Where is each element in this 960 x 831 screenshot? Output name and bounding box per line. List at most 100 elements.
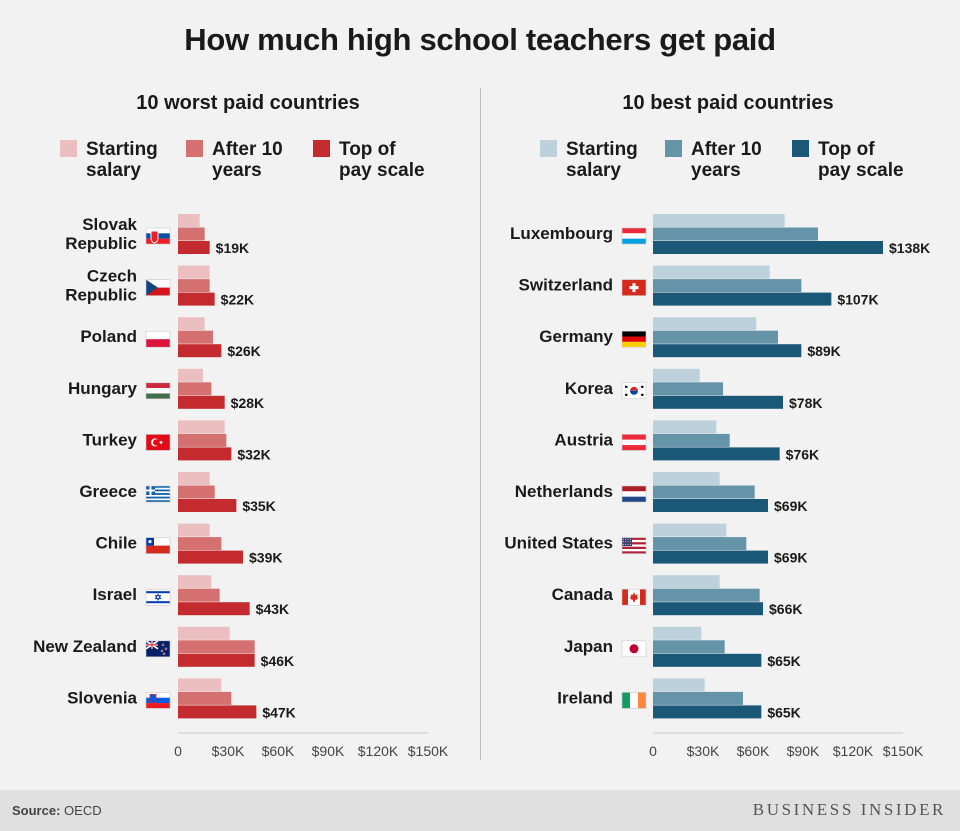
bar-top (178, 241, 210, 254)
source-note: Source: OECD (12, 803, 102, 818)
value-label: $28K (231, 395, 264, 411)
country-name: Switzerland (519, 276, 613, 295)
bar-starting (178, 523, 210, 537)
new-zealand-flag (145, 640, 171, 658)
country-name: Austria (554, 430, 613, 449)
chart-title: 10 best paid countries (622, 92, 833, 114)
canada-flag (621, 588, 647, 606)
value-label: $107K (837, 292, 878, 308)
country-name: Republic (65, 234, 137, 253)
brand-logo: BUSINESS INSIDER (752, 800, 946, 819)
bar-top (653, 344, 802, 358)
category-group: Switzerland $107K (519, 265, 879, 308)
slovenia-flag (145, 692, 171, 709)
bar-starting (178, 214, 200, 227)
value-label: $47K (262, 704, 295, 720)
korea-flag (621, 382, 647, 400)
country-name: Luxembourg (510, 224, 613, 243)
legend-label: years (691, 160, 741, 181)
legend-swatch (186, 140, 203, 157)
bar-after10 (653, 588, 760, 602)
category-group: Poland $26K (80, 317, 261, 359)
country-name: Hungary (68, 379, 138, 398)
netherlands-flag (621, 485, 647, 503)
page-title: How much high school teachers get paid (184, 22, 776, 57)
legend-swatch (60, 140, 77, 157)
legend-label: Starting (86, 139, 158, 160)
category-group: Israel $43K (93, 575, 289, 617)
x-tick-label: 0 (649, 743, 657, 759)
hungary-flag (145, 382, 171, 400)
legend-label: salary (86, 160, 141, 181)
bar-starting (178, 678, 222, 692)
category-group: Greece $35K (79, 472, 276, 514)
austria-flag (621, 434, 647, 451)
category-group: New Zealand $46K (33, 626, 294, 669)
bar-top (178, 395, 225, 409)
bar-top (653, 705, 762, 719)
legend-label: pay scale (818, 160, 904, 181)
legend-label: Top of (339, 139, 396, 160)
bar-after10 (653, 433, 730, 447)
germany-flag (621, 330, 647, 348)
x-tick-label: $90K (787, 743, 820, 759)
country-name: Poland (80, 327, 137, 346)
value-label: $35K (242, 498, 275, 514)
chile-flag (145, 537, 171, 554)
bar-top (178, 292, 215, 306)
united-states-flag (621, 537, 647, 554)
bar-top (653, 602, 763, 616)
x-tick-label: $150K (883, 743, 924, 759)
bar-starting (178, 317, 205, 331)
bar-starting (178, 368, 203, 382)
value-label: $66K (769, 601, 802, 617)
bar-starting (653, 523, 727, 537)
bar-starting (178, 265, 210, 279)
bar-top (178, 344, 222, 358)
value-label: $32K (237, 446, 270, 462)
country-name: Slovenia (67, 688, 137, 707)
x-tick-label: $120K (833, 743, 874, 759)
x-tick-label: $150K (408, 743, 449, 759)
turkey-flag (145, 434, 171, 451)
value-label: $76K (786, 446, 819, 462)
luxembourg-flag (621, 227, 647, 245)
legend-label: After 10 (212, 139, 283, 160)
bar-after10 (178, 485, 215, 499)
czech-flag (145, 279, 171, 296)
bar-top (178, 602, 250, 616)
chart-title: 10 worst paid countries (136, 92, 359, 114)
bar-after10 (653, 227, 818, 241)
legend-swatch (313, 140, 330, 157)
bar-top (178, 705, 257, 719)
bar-top (653, 292, 832, 306)
x-tick-label: $120K (358, 743, 399, 759)
legend-label: years (212, 160, 262, 181)
legend-swatch (540, 140, 557, 157)
value-label: $138K (889, 240, 930, 256)
bar-top (178, 653, 255, 667)
category-group: Germany $89K (539, 317, 841, 359)
legend-label: Starting (566, 139, 638, 160)
bar-top (653, 447, 780, 461)
x-tick-label: 0 (174, 743, 182, 759)
category-group: Canada $66K (552, 575, 802, 617)
bar-top (653, 653, 762, 667)
value-label: $69K (774, 498, 807, 514)
israel-flag (145, 588, 171, 606)
bar-after10 (653, 640, 725, 654)
poland-flag (145, 330, 171, 348)
bar-after10 (653, 330, 778, 344)
category-group: Luxembourg $138K (510, 214, 930, 256)
switzerland-flag (621, 279, 647, 296)
country-name: Netherlands (515, 482, 613, 501)
footer: Source: OECD BUSINESS INSIDER (0, 790, 960, 831)
bar-after10 (178, 537, 222, 551)
